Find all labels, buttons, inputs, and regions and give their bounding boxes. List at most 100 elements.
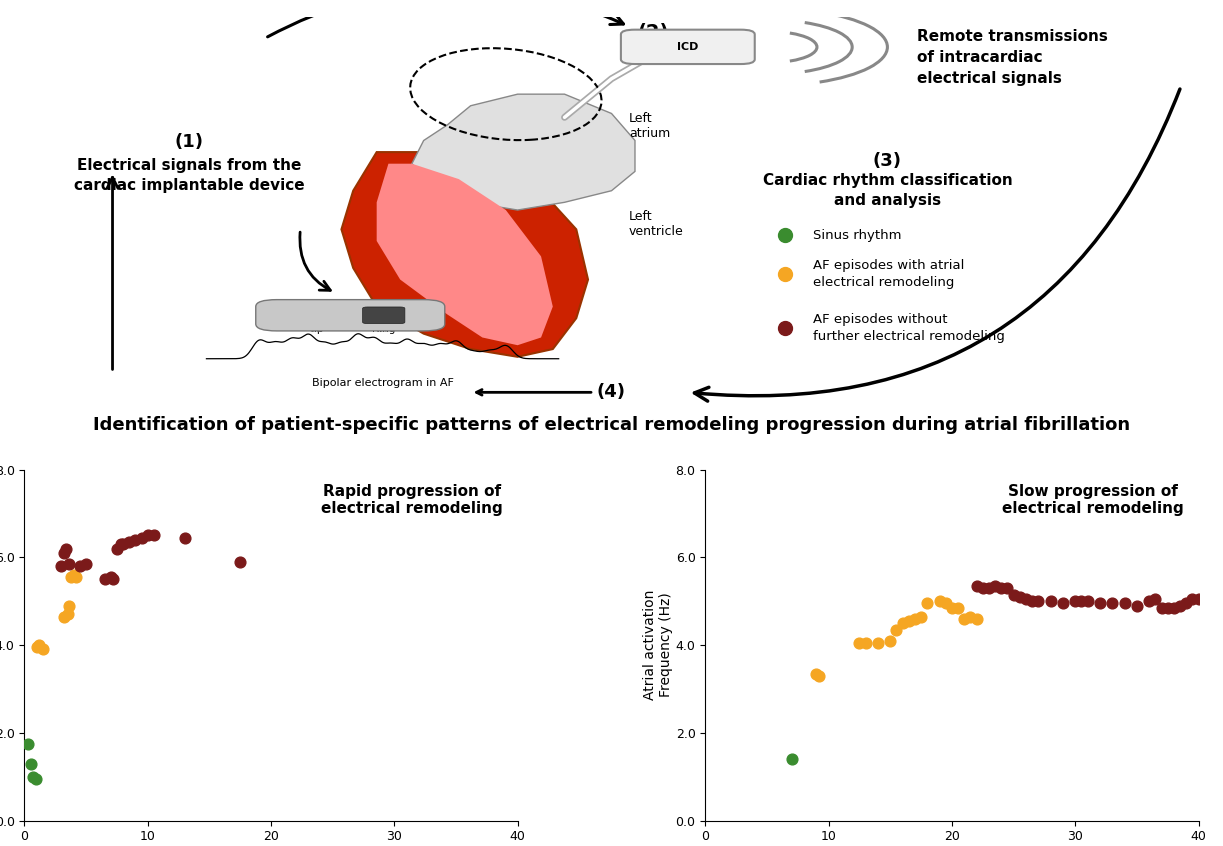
Text: Tip: Tip (308, 324, 323, 333)
FancyArrowPatch shape (695, 89, 1180, 401)
Text: ICD: ICD (678, 42, 698, 52)
Point (1065, 595, 1085, 608)
Point (911, 610, 931, 624)
Point (1164, 601, 1184, 614)
Point (111, 537, 131, 551)
Point (1114, 596, 1134, 610)
Point (1146, 592, 1166, 606)
Point (1071, 595, 1091, 608)
Point (132, 530, 152, 544)
Point (56, 541, 76, 555)
Point (1090, 596, 1109, 610)
Point (1128, 599, 1147, 613)
Point (70, 559, 89, 573)
FancyBboxPatch shape (256, 299, 445, 331)
Point (942, 601, 961, 614)
Text: Electrical signals from the
cardiac implantable device: Electrical signals from the cardiac impl… (73, 158, 305, 193)
Point (986, 579, 1005, 592)
Text: (4): (4) (597, 383, 626, 401)
Point (54, 547, 73, 560)
Point (966, 579, 986, 592)
Point (1022, 595, 1042, 608)
Point (850, 636, 870, 650)
Point (974, 581, 993, 595)
Point (899, 614, 918, 628)
Text: Sinus rhythm: Sinus rhythm (813, 228, 901, 242)
Point (980, 581, 999, 595)
Text: AF episodes with atrial
electrical remodeling: AF episodes with atrial electrical remod… (813, 259, 965, 288)
Point (104, 573, 124, 586)
FancyBboxPatch shape (621, 30, 755, 64)
Point (808, 669, 828, 683)
Point (936, 596, 955, 610)
FancyBboxPatch shape (362, 307, 405, 323)
Point (1170, 599, 1190, 613)
Point (806, 667, 826, 680)
Point (120, 536, 139, 549)
Point (61, 570, 81, 584)
Point (998, 581, 1018, 595)
Point (948, 601, 967, 614)
Text: Slow progression of
electrical remodeling: Slow progression of electrical remodelin… (1002, 484, 1184, 516)
Y-axis label: Atrial activation
Frequency (Hz): Atrial activation Frequency (Hz) (642, 590, 673, 700)
Point (114, 537, 133, 551)
Point (29, 638, 49, 651)
Point (18, 737, 38, 750)
Text: Bipolar electrogram in AF: Bipolar electrogram in AF (312, 378, 454, 388)
Text: (3): (3) (873, 152, 901, 170)
Point (51, 559, 71, 573)
FancyArrowPatch shape (106, 178, 119, 370)
Point (781, 752, 801, 766)
Point (64, 568, 83, 581)
Point (126, 533, 146, 547)
Point (1077, 595, 1097, 608)
Point (1010, 590, 1030, 603)
Point (1029, 595, 1048, 608)
Point (108, 541, 127, 555)
Point (1041, 595, 1060, 608)
Point (26, 772, 45, 786)
Text: Cardiac rhythm classification
and analysis: Cardiac rhythm classification and analys… (762, 173, 1013, 208)
Point (1177, 596, 1196, 610)
Point (893, 617, 912, 630)
Point (1140, 595, 1159, 608)
Text: Rapid progression of
electrical remodeling: Rapid progression of electrical remodeli… (322, 484, 503, 516)
Point (954, 612, 974, 625)
Point (66, 570, 86, 584)
Point (144, 529, 164, 542)
Point (230, 555, 249, 569)
Polygon shape (377, 163, 553, 345)
Point (27, 640, 46, 654)
Point (1016, 592, 1036, 606)
Point (1158, 601, 1178, 614)
Point (960, 610, 980, 624)
Point (992, 581, 1011, 595)
Point (966, 612, 986, 625)
Point (1053, 596, 1073, 610)
Point (59, 558, 78, 571)
FancyArrowPatch shape (268, 0, 624, 37)
Polygon shape (341, 152, 588, 357)
Text: Remote transmissions
of intracardiac
electrical signals: Remote transmissions of intracardiac ele… (917, 29, 1108, 85)
Point (856, 636, 876, 650)
Point (1102, 596, 1121, 610)
Point (33, 643, 53, 656)
Text: Ring: Ring (372, 324, 395, 333)
Point (54, 610, 73, 624)
Text: Left
atrium: Left atrium (629, 112, 670, 140)
Text: (1): (1) (175, 133, 203, 151)
Point (868, 636, 888, 650)
Point (881, 634, 900, 647)
Point (102, 570, 121, 584)
Point (59, 599, 78, 613)
Point (929, 595, 949, 608)
Point (95, 573, 115, 586)
Point (138, 529, 158, 542)
Point (175, 530, 194, 544)
Point (917, 596, 937, 610)
Point (1183, 592, 1202, 606)
Point (76, 558, 95, 571)
Polygon shape (412, 94, 635, 210)
Text: AF episodes without
further electrical remodeling: AF episodes without further electrical r… (813, 313, 1005, 343)
Point (1152, 601, 1172, 614)
